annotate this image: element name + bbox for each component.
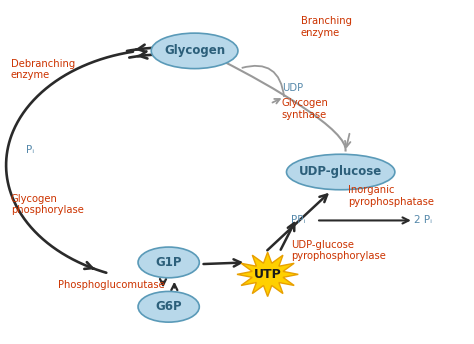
Text: Pᵢ: Pᵢ: [26, 145, 34, 155]
Text: UDP: UDP: [282, 83, 303, 94]
Text: G1P: G1P: [155, 256, 182, 269]
Text: Glycogen
phosphorylase: Glycogen phosphorylase: [11, 194, 84, 215]
Polygon shape: [237, 252, 298, 297]
Text: UDP-glucose
pyrophosphorylase: UDP-glucose pyrophosphorylase: [291, 240, 386, 261]
Text: UTP: UTP: [254, 268, 282, 281]
Text: UDP-glucose: UDP-glucose: [299, 165, 383, 179]
Text: Debranching
enzyme: Debranching enzyme: [11, 59, 75, 80]
Text: Branching
enzyme: Branching enzyme: [301, 16, 352, 38]
Ellipse shape: [138, 247, 199, 278]
Ellipse shape: [151, 33, 238, 68]
Text: Glycogen: Glycogen: [164, 44, 225, 57]
Text: G6P: G6P: [155, 300, 182, 313]
Text: PPᵢ: PPᵢ: [291, 215, 306, 225]
Text: Phosphoglucomutase: Phosphoglucomutase: [58, 280, 164, 290]
Text: 2 Pᵢ: 2 Pᵢ: [414, 215, 432, 225]
Text: Inorganic
pyrophosphatase: Inorganic pyrophosphatase: [348, 185, 434, 207]
Ellipse shape: [138, 291, 199, 322]
Ellipse shape: [286, 154, 395, 190]
Text: Glycogen
synthase: Glycogen synthase: [282, 98, 328, 120]
